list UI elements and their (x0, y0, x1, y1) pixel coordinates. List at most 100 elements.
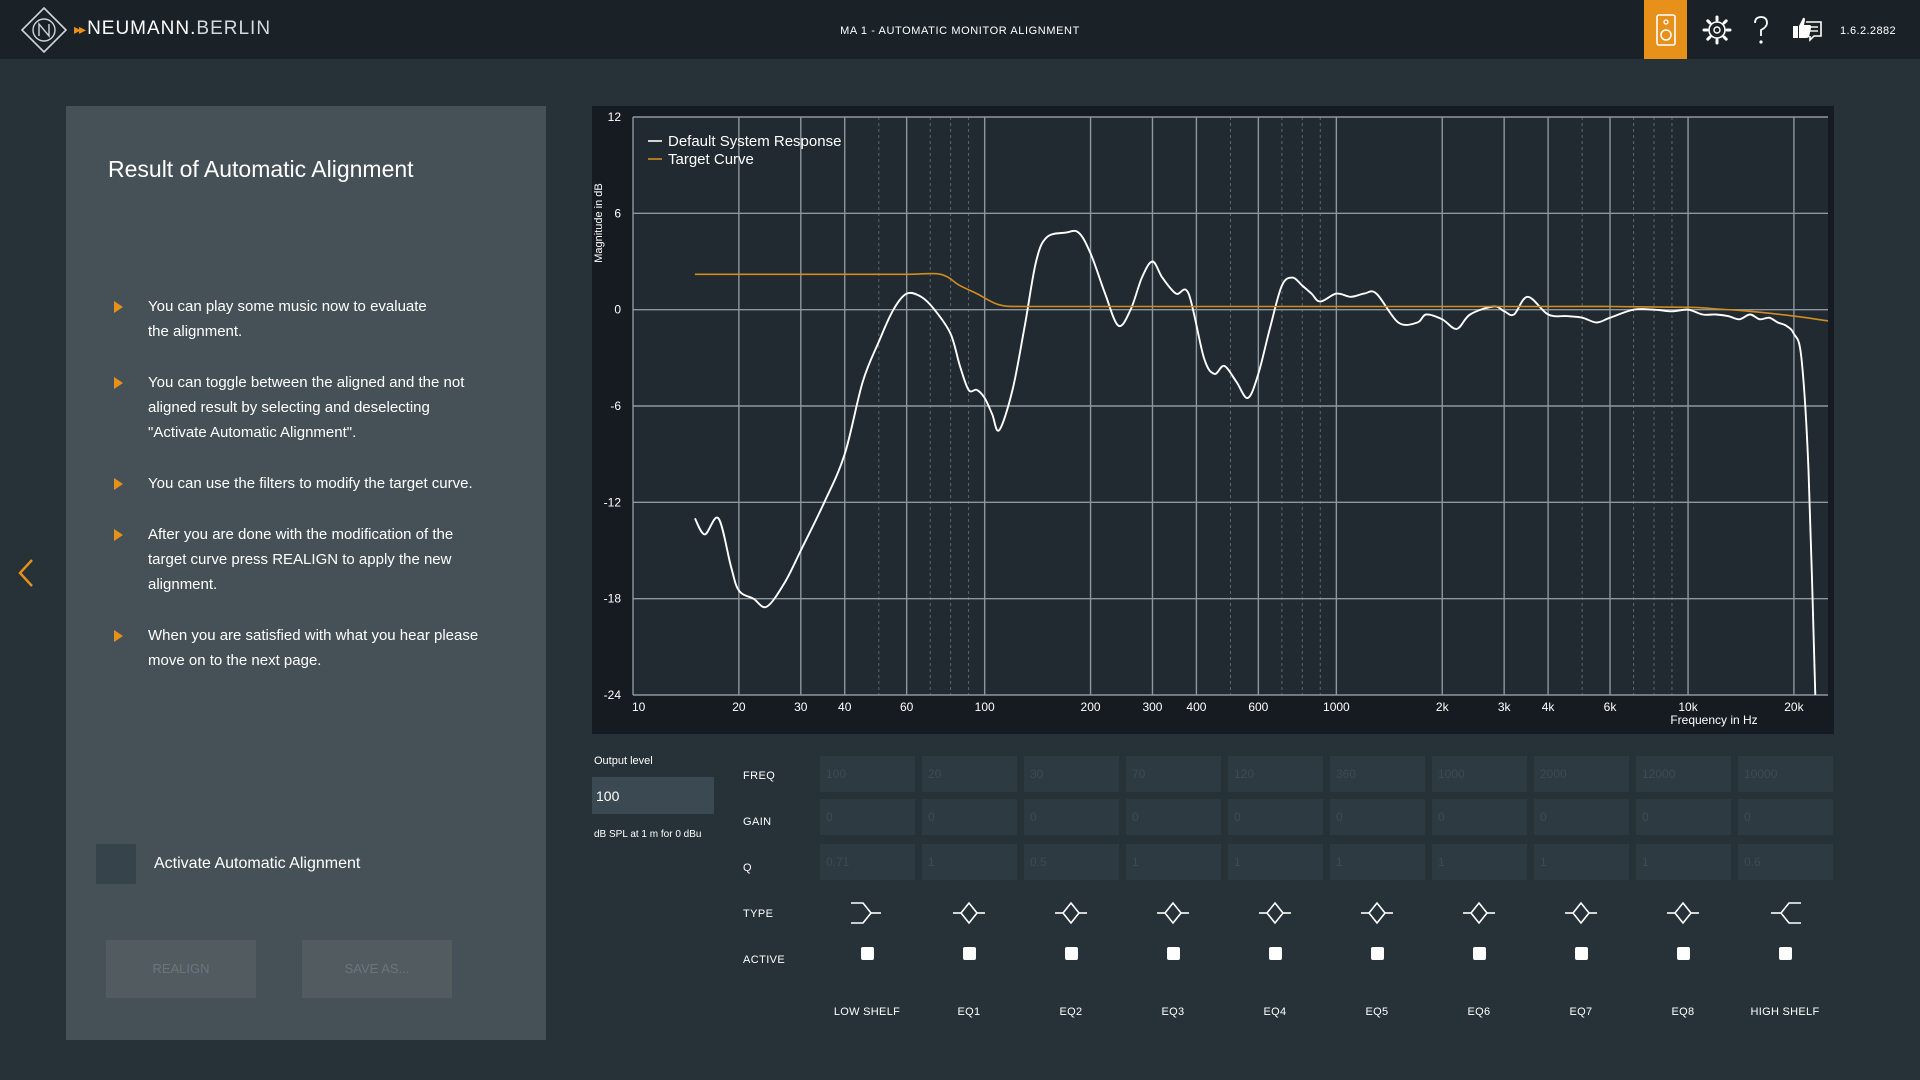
x-tick-label: 4k (1542, 700, 1556, 714)
eq-q-input[interactable] (1126, 844, 1221, 880)
eq-band-label: EQ5 (1365, 1006, 1389, 1018)
eq-q-input[interactable] (1228, 844, 1323, 880)
eq-freq-input[interactable] (1330, 756, 1425, 792)
eq-freq-input[interactable] (1024, 756, 1119, 792)
series-line-target-curve (694, 272, 1829, 322)
peak-icon[interactable] (1359, 898, 1395, 928)
top-bar: ▸▸ NEUMANN.BERLIN MA 1 - AUTOMATIC MONITO… (0, 0, 1920, 59)
instruction-text: You can play some music now to evaluate … (148, 298, 427, 340)
eq-band-label: EQ3 (1161, 1006, 1185, 1018)
peak-icon[interactable] (1563, 898, 1599, 928)
bullet-arrow-icon (114, 529, 123, 541)
peak-icon[interactable] (1461, 898, 1497, 928)
eq-active-checkbox[interactable] (1473, 947, 1486, 960)
eq-q-input[interactable] (922, 844, 1017, 880)
legend-label-response: Default System Response (668, 133, 841, 150)
save-as-button[interactable]: SAVE AS... (302, 940, 452, 998)
instruction-item: You can use the filters to modify the ta… (106, 471, 526, 496)
eq-q-input[interactable] (1330, 844, 1425, 880)
peak-icon[interactable] (1155, 898, 1191, 928)
activate-alignment-checkbox[interactable] (96, 844, 136, 884)
eq-freq-input[interactable] (922, 756, 1017, 792)
eq-gain-input[interactable] (1636, 799, 1731, 835)
eq-active-checkbox[interactable] (1167, 947, 1180, 960)
eq-gain-input[interactable] (1024, 799, 1119, 835)
high-shelf-icon[interactable] (1767, 898, 1803, 928)
peak-icon[interactable] (1665, 898, 1701, 928)
eq-freq-input[interactable] (820, 756, 915, 792)
feedback-icon[interactable] (1789, 12, 1825, 48)
brand-arrows-icon: ▸▸ (74, 21, 86, 37)
activate-alignment-label[interactable]: Activate Automatic Alignment (154, 855, 361, 872)
eq-gain-input[interactable] (1432, 799, 1527, 835)
peak-icon[interactable] (1257, 898, 1293, 928)
eq-gain-input[interactable] (1738, 799, 1833, 835)
eq-band-label: LOW SHELF (833, 1006, 901, 1018)
x-tick-label: 100 (975, 700, 995, 714)
eq-freq-input[interactable] (1228, 756, 1323, 792)
eq-q-input[interactable] (820, 844, 915, 880)
help-icon[interactable] (1743, 12, 1779, 48)
chart-legend: Default System Response Target Curve (648, 133, 841, 168)
eq-active-checkbox[interactable] (1779, 947, 1792, 960)
instruction-list: You can play some music now to evaluate … (106, 294, 526, 699)
eq-active-checkbox[interactable] (861, 947, 874, 960)
output-level-unit: dB SPL at 1 m for 0 dBu (594, 829, 702, 840)
bullet-arrow-icon (114, 478, 123, 490)
x-tick-label: 10 (632, 700, 646, 714)
eq-q-input[interactable] (1024, 844, 1119, 880)
x-tick-label: 30 (794, 700, 808, 714)
instructions-panel: Result of Automatic Alignment You can pl… (66, 106, 546, 1040)
output-level-input[interactable] (592, 777, 714, 814)
peak-icon[interactable] (1053, 898, 1089, 928)
eq-active-checkbox[interactable] (1065, 947, 1078, 960)
gear-icon[interactable] (1699, 12, 1735, 48)
eq-gain-input[interactable] (1534, 799, 1629, 835)
eq-active-checkbox[interactable] (1677, 947, 1690, 960)
bullet-arrow-icon (114, 377, 123, 389)
x-tick-label: 60 (900, 700, 914, 714)
row-label-gain: GAIN (743, 816, 772, 828)
frequency-response-chart: 12 6 0 -6 -12 -18 -24 10 20 30 40 60 100 200 300 400 60… (592, 106, 1834, 734)
eq-band-label: HIGH SHELF (1750, 1006, 1820, 1018)
y-tick-label: -6 (610, 399, 621, 413)
brand-light: BERLIN (196, 18, 272, 39)
eq-active-checkbox[interactable] (1269, 947, 1282, 960)
eq-active-checkbox[interactable] (1371, 947, 1384, 960)
realign-button[interactable]: REALIGN (106, 940, 256, 998)
speaker-tab-button[interactable] (1644, 0, 1687, 59)
brand-bold: NEUMANN. (87, 18, 197, 39)
eq-freq-input[interactable] (1126, 756, 1221, 792)
x-tick-label: 2k (1436, 700, 1450, 714)
eq-q-input[interactable] (1738, 844, 1833, 880)
eq-active-checkbox[interactable] (1575, 947, 1588, 960)
eq-freq-input[interactable] (1534, 756, 1629, 792)
instruction-item: After you are done with the modification… (106, 522, 526, 597)
eq-gain-input[interactable] (820, 799, 915, 835)
y-tick-label: -24 (604, 688, 622, 702)
eq-freq-input[interactable] (1738, 756, 1833, 792)
series-line-default-response (694, 229, 1817, 696)
eq-freq-input[interactable] (1636, 756, 1731, 792)
eq-gain-input[interactable] (1126, 799, 1221, 835)
instruction-text: After you are done with the modification… (148, 526, 454, 593)
eq-gain-input[interactable] (1228, 799, 1323, 835)
x-tick-label: 40 (838, 700, 852, 714)
instruction-text: You can toggle between the aligned and t… (148, 374, 465, 441)
low-shelf-icon[interactable] (849, 898, 885, 928)
back-arrow-icon[interactable] (14, 556, 38, 590)
instruction-item: You can play some music now to evaluate … (106, 294, 526, 344)
eq-q-input[interactable] (1432, 844, 1527, 880)
eq-gain-input[interactable] (922, 799, 1017, 835)
eq-q-input[interactable] (1636, 844, 1731, 880)
y-tick-label: 6 (614, 206, 621, 220)
eq-freq-input[interactable] (1432, 756, 1527, 792)
eq-q-input[interactable] (1534, 844, 1629, 880)
eq-gain-input[interactable] (1330, 799, 1425, 835)
x-tick-label: 20k (1784, 700, 1804, 714)
eq-active-checkbox[interactable] (963, 947, 976, 960)
y-axis-label: Magnitude in dB (593, 183, 605, 263)
peak-icon[interactable] (951, 898, 987, 928)
instruction-item: When you are satisfied with what you hea… (106, 623, 526, 673)
row-label-active: ACTIVE (743, 954, 786, 966)
